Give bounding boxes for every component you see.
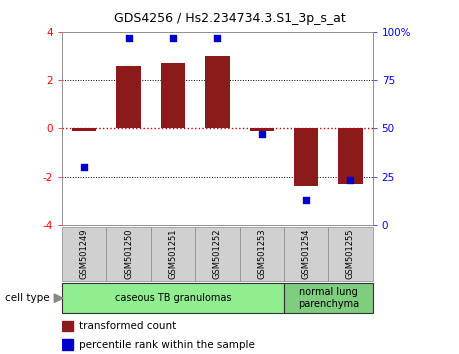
- Bar: [151, 227, 195, 281]
- Point: [302, 197, 309, 202]
- Text: GDS4256 / Hs2.234734.3.S1_3p_s_at: GDS4256 / Hs2.234734.3.S1_3p_s_at: [114, 12, 345, 25]
- Polygon shape: [54, 294, 62, 302]
- Text: cell type: cell type: [5, 293, 49, 303]
- Text: GSM501250: GSM501250: [124, 228, 133, 279]
- Text: GSM501251: GSM501251: [168, 228, 177, 279]
- Bar: [328, 227, 372, 281]
- Bar: [249, 128, 273, 131]
- Bar: [195, 227, 239, 281]
- Bar: [62, 283, 283, 313]
- Text: percentile rank within the sample: percentile rank within the sample: [79, 339, 254, 350]
- Point: [346, 178, 353, 183]
- Bar: [62, 320, 73, 331]
- Text: GSM501253: GSM501253: [257, 228, 266, 279]
- Bar: [283, 227, 328, 281]
- Text: GSM501252: GSM501252: [213, 228, 221, 279]
- Bar: [62, 227, 106, 281]
- Text: GSM501254: GSM501254: [301, 228, 310, 279]
- Bar: [293, 128, 318, 186]
- Point: [80, 164, 88, 170]
- Text: normal lung
parenchyma: normal lung parenchyma: [297, 287, 358, 309]
- Bar: [62, 339, 73, 350]
- Bar: [116, 65, 140, 128]
- Bar: [72, 128, 96, 131]
- Text: GSM501255: GSM501255: [345, 228, 354, 279]
- Point: [125, 35, 132, 40]
- Point: [257, 131, 265, 137]
- Bar: [337, 128, 362, 184]
- Bar: [239, 227, 283, 281]
- Bar: [205, 56, 229, 128]
- Text: GSM501249: GSM501249: [79, 228, 89, 279]
- Text: caseous TB granulomas: caseous TB granulomas: [114, 293, 231, 303]
- Text: transformed count: transformed count: [79, 321, 176, 331]
- Bar: [283, 283, 372, 313]
- Bar: [161, 63, 185, 128]
- Bar: [106, 227, 151, 281]
- Point: [169, 35, 176, 40]
- Point: [213, 35, 221, 40]
